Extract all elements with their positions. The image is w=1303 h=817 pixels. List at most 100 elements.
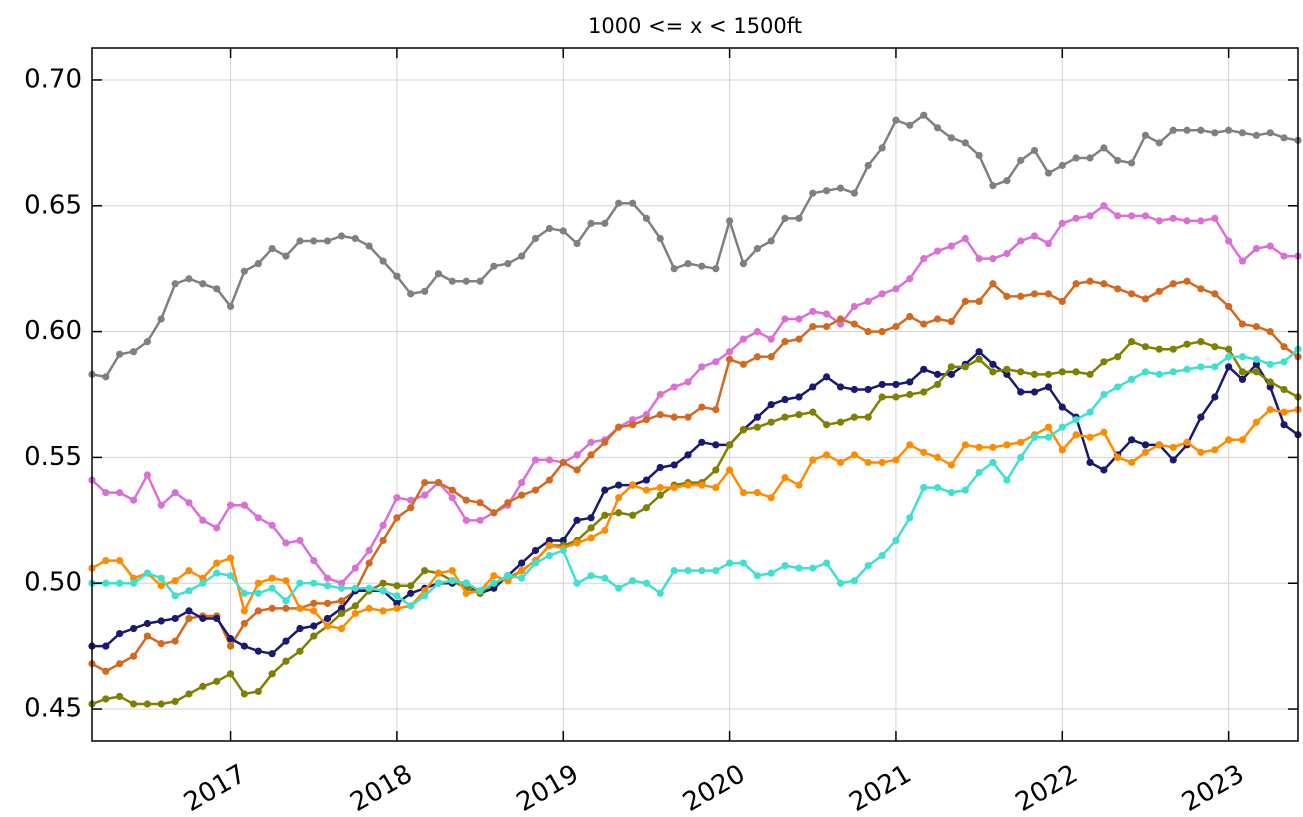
data-point <box>656 234 664 243</box>
data-point <box>213 569 221 577</box>
data-point <box>518 478 526 487</box>
data-point <box>129 624 138 633</box>
data-point <box>684 481 692 489</box>
data-point <box>393 604 401 612</box>
data-point <box>129 579 138 587</box>
data-point <box>476 499 484 507</box>
data-point <box>226 302 235 311</box>
data-point <box>642 504 651 512</box>
data-point <box>351 609 359 618</box>
data-point <box>310 579 318 587</box>
data-point <box>629 199 637 207</box>
data-point <box>725 441 734 449</box>
data-point <box>725 355 734 363</box>
data-point <box>504 577 512 585</box>
data-point <box>1197 338 1205 346</box>
data-point <box>199 579 207 587</box>
data-point <box>545 541 554 550</box>
data-point <box>670 567 678 575</box>
data-point <box>185 607 193 615</box>
data-point <box>254 514 262 522</box>
data-point <box>850 451 858 459</box>
data-point <box>947 134 955 142</box>
data-point <box>1017 453 1025 462</box>
data-point <box>240 501 248 509</box>
data-point <box>712 466 720 474</box>
data-point <box>1072 416 1080 424</box>
data-point <box>1003 292 1011 300</box>
data-point <box>1030 433 1039 441</box>
data-point <box>1252 355 1261 363</box>
data-point <box>933 484 942 492</box>
data-point <box>1280 421 1288 429</box>
data-point <box>407 602 415 610</box>
data-point <box>587 524 595 532</box>
data-point <box>531 234 540 243</box>
data-point <box>1169 280 1177 288</box>
data-point <box>587 438 595 446</box>
data-point <box>296 624 304 633</box>
data-point <box>102 695 110 703</box>
data-point <box>1044 239 1053 248</box>
data-point <box>1044 383 1053 391</box>
data-point <box>850 302 858 311</box>
data-point <box>1238 320 1247 328</box>
data-point <box>629 421 637 429</box>
data-point <box>393 514 401 522</box>
data-point <box>129 574 138 582</box>
data-point <box>1044 370 1053 378</box>
data-point <box>739 335 748 343</box>
data-point <box>518 559 526 567</box>
data-point <box>407 504 415 512</box>
data-point <box>1266 405 1274 414</box>
data-point <box>268 584 276 592</box>
data-point <box>157 574 165 582</box>
data-point <box>836 383 845 391</box>
data-point <box>518 567 526 575</box>
data-point <box>739 426 748 434</box>
y-tick-label: 0.45 <box>24 694 82 724</box>
data-point <box>199 516 207 524</box>
data-point <box>961 486 969 494</box>
data-point <box>1280 385 1288 394</box>
data-point <box>1197 126 1205 134</box>
data-point <box>961 363 969 371</box>
data-point <box>379 257 387 265</box>
data-point <box>850 577 858 585</box>
data-point <box>781 562 789 570</box>
data-point <box>878 144 886 152</box>
data-point <box>601 438 609 446</box>
data-point <box>712 358 720 366</box>
data-point <box>1266 129 1274 137</box>
data-point <box>129 496 138 504</box>
grid <box>92 48 1298 741</box>
data-point <box>781 395 789 404</box>
data-point <box>393 592 401 600</box>
data-point <box>809 189 817 197</box>
data-point <box>157 640 165 648</box>
data-point <box>725 466 734 474</box>
data-point <box>323 582 332 590</box>
data-point <box>393 582 401 590</box>
data-point <box>1155 441 1163 449</box>
data-point <box>947 242 955 250</box>
data-point <box>906 390 914 399</box>
data-point <box>213 677 221 685</box>
data-point <box>185 614 193 623</box>
data-point <box>1280 358 1288 366</box>
data-point <box>407 582 415 590</box>
data-point <box>1225 237 1233 245</box>
data-point <box>753 244 761 253</box>
data-point <box>712 265 720 273</box>
y-tick-label: 0.50 <box>24 568 82 598</box>
data-point <box>615 584 623 592</box>
data-point <box>185 690 193 698</box>
data-point <box>545 536 554 545</box>
data-point <box>1058 403 1066 411</box>
series-line <box>92 348 1299 608</box>
data-point <box>1086 408 1094 416</box>
data-point <box>171 280 179 288</box>
data-point <box>1225 363 1233 371</box>
data-point <box>906 378 914 386</box>
data-point <box>892 116 900 124</box>
